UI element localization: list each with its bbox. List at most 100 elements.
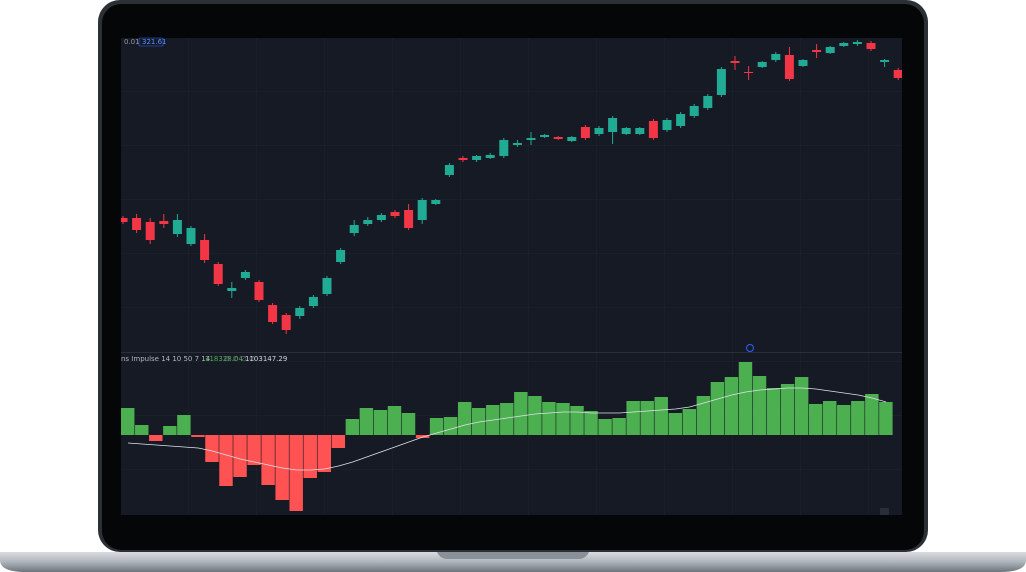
histogram-bar <box>584 411 598 435</box>
candle-body <box>798 60 808 66</box>
histogram-bar <box>219 435 233 486</box>
candle-body <box>363 220 373 224</box>
signal-line <box>127 387 887 471</box>
candle-body <box>553 137 563 139</box>
histogram-bar <box>415 435 430 438</box>
histogram-bar <box>163 426 177 435</box>
histogram-bar <box>387 406 402 435</box>
histogram-bar <box>668 413 682 435</box>
histogram-bar <box>514 392 528 435</box>
candle-body <box>744 72 754 73</box>
candle-body <box>295 308 305 316</box>
candle-body <box>880 60 890 62</box>
histogram-bar <box>401 413 416 435</box>
histogram-bar <box>247 435 261 465</box>
histogram-bar <box>205 435 219 462</box>
candle-body <box>444 165 454 175</box>
histogram-bar <box>177 415 191 435</box>
histogram-bar <box>851 401 865 435</box>
candle-body <box>417 200 427 220</box>
candle-body <box>431 200 441 204</box>
histogram-bar <box>752 376 767 435</box>
indicator-pane <box>121 362 893 511</box>
candle-body <box>376 215 386 220</box>
histogram-bar <box>570 406 584 435</box>
candle-body <box>186 228 196 244</box>
histogram-bar <box>528 396 542 435</box>
candle-body <box>499 140 509 156</box>
candle-body <box>254 282 264 300</box>
histogram-bar <box>865 394 879 435</box>
histogram-bar <box>317 435 331 472</box>
histogram-bar <box>457 402 472 435</box>
histogram-bar <box>500 403 514 435</box>
histogram-bar <box>233 435 247 477</box>
price-pane <box>121 40 902 334</box>
price-badge <box>138 37 164 47</box>
candle-body <box>689 106 699 116</box>
candle-body <box>526 138 536 140</box>
histogram-bar <box>879 402 893 435</box>
histogram-bar <box>724 377 739 435</box>
histogram-bar <box>626 401 640 435</box>
price-value: 321.61 <box>142 38 167 46</box>
histogram-bar <box>429 418 444 435</box>
candle-body <box>213 264 223 284</box>
histogram-bar <box>345 419 360 435</box>
laptop-base <box>0 552 1026 572</box>
candle-body <box>240 272 250 278</box>
settings-button[interactable] <box>880 508 889 515</box>
candle-body <box>200 240 210 260</box>
candle-body <box>159 221 169 224</box>
histogram-bar <box>766 388 781 435</box>
indicator-empty: ∅ ∅ ∅ ∅ <box>224 355 255 363</box>
candle-body <box>825 47 835 53</box>
base-notch <box>437 552 589 559</box>
histogram-bar <box>359 408 374 435</box>
histogram-bar <box>542 402 556 435</box>
candle-body <box>227 288 237 291</box>
event-marker[interactable] <box>746 344 754 352</box>
candle-body <box>121 218 128 222</box>
candle-body <box>893 70 902 78</box>
histogram-bar <box>303 435 317 478</box>
candle-body <box>608 118 618 132</box>
candle-body <box>662 120 672 130</box>
histogram-bar <box>373 410 388 435</box>
candle-body <box>390 212 400 216</box>
candle-body <box>268 305 278 322</box>
candle-body <box>839 43 849 46</box>
histogram-bar <box>556 403 570 435</box>
histogram-bar <box>738 362 753 435</box>
candle-body <box>404 210 414 228</box>
indicator-title: ns Impulse 14 10 50 7 14 <box>121 355 211 363</box>
indicator-total: 1103147.29 <box>245 355 287 363</box>
candle-body <box>172 220 182 234</box>
histogram-bar <box>443 417 458 435</box>
candle-body <box>852 42 862 44</box>
candle-body <box>730 61 740 63</box>
candle-body <box>594 128 604 134</box>
histogram-bar <box>710 382 725 435</box>
candle-body <box>281 315 291 330</box>
indicator-value: 118328.04 <box>205 355 243 363</box>
candle-body <box>472 156 482 160</box>
histogram-bar <box>289 435 303 511</box>
candle-body <box>322 278 332 294</box>
candle-body <box>703 96 713 108</box>
candle-body <box>458 158 468 160</box>
histogram-bar <box>696 396 711 435</box>
histogram-bar <box>261 435 275 485</box>
histogram-bar <box>149 435 163 441</box>
histogram-bar <box>640 401 654 435</box>
candle-body <box>648 121 658 138</box>
histogram-bar <box>472 408 486 435</box>
candle-body <box>145 222 155 240</box>
candle-body <box>812 50 822 52</box>
histogram-bar <box>780 384 795 435</box>
histogram-bar <box>275 435 289 500</box>
histogram-bar <box>794 377 809 435</box>
histogram-bar <box>331 435 346 448</box>
